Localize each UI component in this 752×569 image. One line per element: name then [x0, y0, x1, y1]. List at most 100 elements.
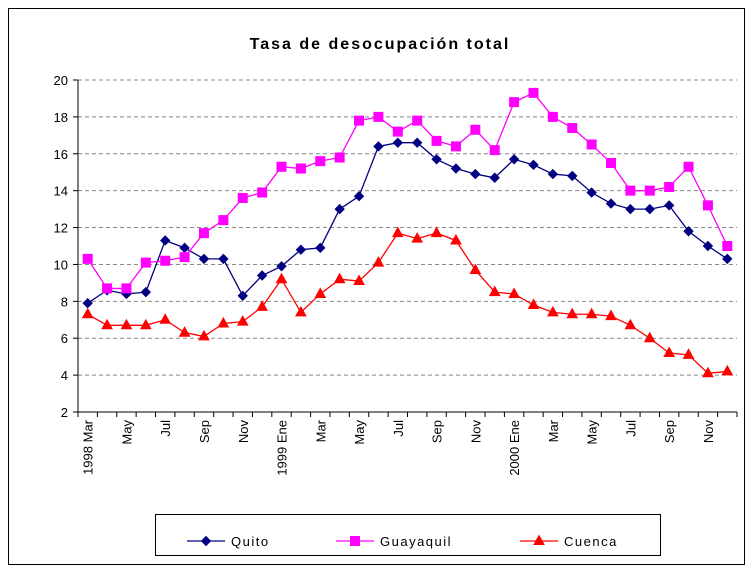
- marker: [586, 139, 597, 150]
- y-tick-label: 12: [54, 221, 68, 236]
- marker: [663, 200, 675, 211]
- marker: [527, 298, 540, 310]
- marker: [547, 111, 558, 122]
- marker: [373, 141, 384, 152]
- marker: [314, 287, 327, 298]
- marker: [625, 185, 636, 196]
- marker: [605, 309, 617, 321]
- marker: [683, 226, 694, 237]
- marker: [431, 154, 442, 165]
- chart-title: Tasa de desocupación total: [250, 36, 511, 53]
- marker: [431, 135, 442, 146]
- marker: [566, 307, 579, 319]
- y-tick-label: 14: [54, 184, 68, 199]
- marker: [160, 255, 171, 266]
- marker: [372, 256, 385, 267]
- marker: [411, 232, 424, 243]
- marker: [682, 348, 695, 359]
- marker: [256, 300, 268, 311]
- marker: [120, 318, 133, 330]
- marker: [295, 244, 307, 255]
- marker: [82, 297, 93, 309]
- legend-label: Quito: [231, 534, 270, 549]
- marker: [663, 346, 676, 357]
- marker: [276, 261, 287, 272]
- marker: [373, 111, 384, 122]
- marker: [605, 198, 617, 209]
- legend-box: [155, 514, 661, 556]
- marker: [140, 286, 152, 298]
- x-tick-label: Jul: [623, 420, 638, 437]
- marker: [334, 203, 345, 215]
- marker: [353, 190, 365, 202]
- marker: [644, 203, 655, 215]
- x-tick-label: May: [585, 420, 600, 445]
- marker: [702, 366, 714, 378]
- marker: [624, 318, 637, 330]
- x-tick-label: Nov: [468, 420, 483, 444]
- marker: [256, 270, 268, 281]
- marker: [218, 215, 229, 226]
- marker: [585, 307, 598, 319]
- marker: [275, 272, 288, 284]
- x-tick-label: Nov: [236, 420, 251, 444]
- marker: [702, 200, 713, 211]
- x-tick-label: 1998 Mar: [81, 419, 96, 475]
- marker: [470, 168, 481, 180]
- series-line: [87, 92, 728, 290]
- y-tick-label: 4: [61, 368, 68, 383]
- marker: [178, 326, 191, 337]
- marker: [333, 272, 346, 284]
- marker: [392, 126, 403, 137]
- marker: [101, 318, 113, 330]
- marker: [625, 203, 636, 215]
- marker: [606, 158, 617, 168]
- marker: [721, 364, 734, 376]
- marker: [509, 97, 520, 108]
- x-tick-label: Nov: [701, 420, 716, 444]
- y-tick-label: 8: [61, 294, 68, 309]
- x-tick-label: Sep: [430, 420, 445, 443]
- marker: [198, 228, 209, 239]
- marker: [334, 152, 345, 163]
- series-line: [87, 232, 728, 374]
- marker: [237, 290, 248, 302]
- marker: [160, 235, 171, 246]
- x-tick-label: Mar: [546, 419, 561, 442]
- marker: [198, 253, 210, 265]
- marker: [276, 161, 287, 172]
- marker: [508, 154, 520, 165]
- marker: [567, 122, 578, 133]
- marker: [450, 163, 462, 174]
- marker: [508, 287, 520, 298]
- marker: [528, 159, 539, 171]
- y-tick-label: 20: [54, 73, 68, 88]
- marker: [547, 168, 559, 180]
- marker: [198, 329, 210, 341]
- marker: [350, 536, 360, 546]
- marker: [354, 115, 365, 126]
- marker: [488, 285, 501, 297]
- x-tick-label: Jul: [391, 420, 406, 437]
- marker: [353, 274, 365, 286]
- series-line: [87, 142, 728, 304]
- marker: [140, 257, 151, 268]
- marker: [489, 172, 500, 183]
- x-tick-label: Sep: [662, 420, 677, 443]
- marker: [237, 193, 248, 204]
- marker: [315, 156, 326, 167]
- legend-label: Guayaquil: [380, 534, 452, 549]
- marker: [295, 305, 307, 317]
- marker: [664, 181, 675, 192]
- x-tick-label: 1999 Ene: [275, 420, 290, 476]
- marker: [179, 252, 190, 263]
- marker: [159, 313, 172, 324]
- x-tick-label: May: [352, 420, 367, 445]
- marker: [82, 253, 93, 264]
- marker: [200, 535, 212, 547]
- x-tick-label: Jul: [158, 420, 173, 437]
- marker: [257, 187, 268, 198]
- marker: [102, 283, 113, 294]
- marker: [547, 305, 559, 317]
